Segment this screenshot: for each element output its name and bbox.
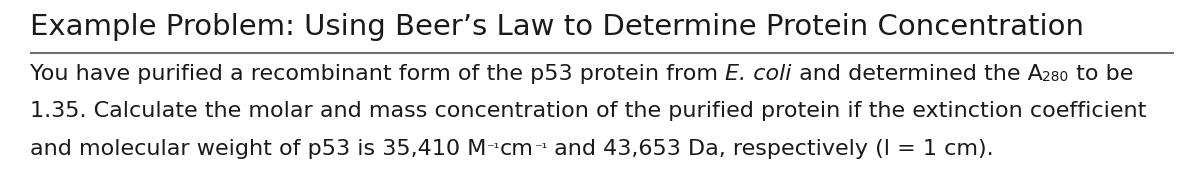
Text: and determined the A: and determined the A: [792, 64, 1043, 84]
Text: 280: 280: [1043, 70, 1069, 84]
Text: 1.35. Calculate the molar and mass concentration of the purified protein if the : 1.35. Calculate the molar and mass conce…: [30, 101, 1146, 121]
Text: and 43,653 Da, respectively (l = 1 cm).: and 43,653 Da, respectively (l = 1 cm).: [547, 139, 994, 159]
Text: You have purified a recombinant form of the p53 protein from: You have purified a recombinant form of …: [30, 64, 725, 84]
Text: to be: to be: [1069, 64, 1133, 84]
Text: and molecular weight of p53 is 35,410 M: and molecular weight of p53 is 35,410 M: [30, 139, 486, 159]
Text: Example Problem: Using Beer’s Law to Determine Protein Concentration: Example Problem: Using Beer’s Law to Det…: [30, 13, 1084, 41]
Text: cm: cm: [499, 139, 534, 159]
Text: ⁻¹: ⁻¹: [486, 142, 499, 156]
Text: E. coli: E. coli: [725, 64, 792, 84]
Text: ⁻¹: ⁻¹: [534, 142, 547, 156]
